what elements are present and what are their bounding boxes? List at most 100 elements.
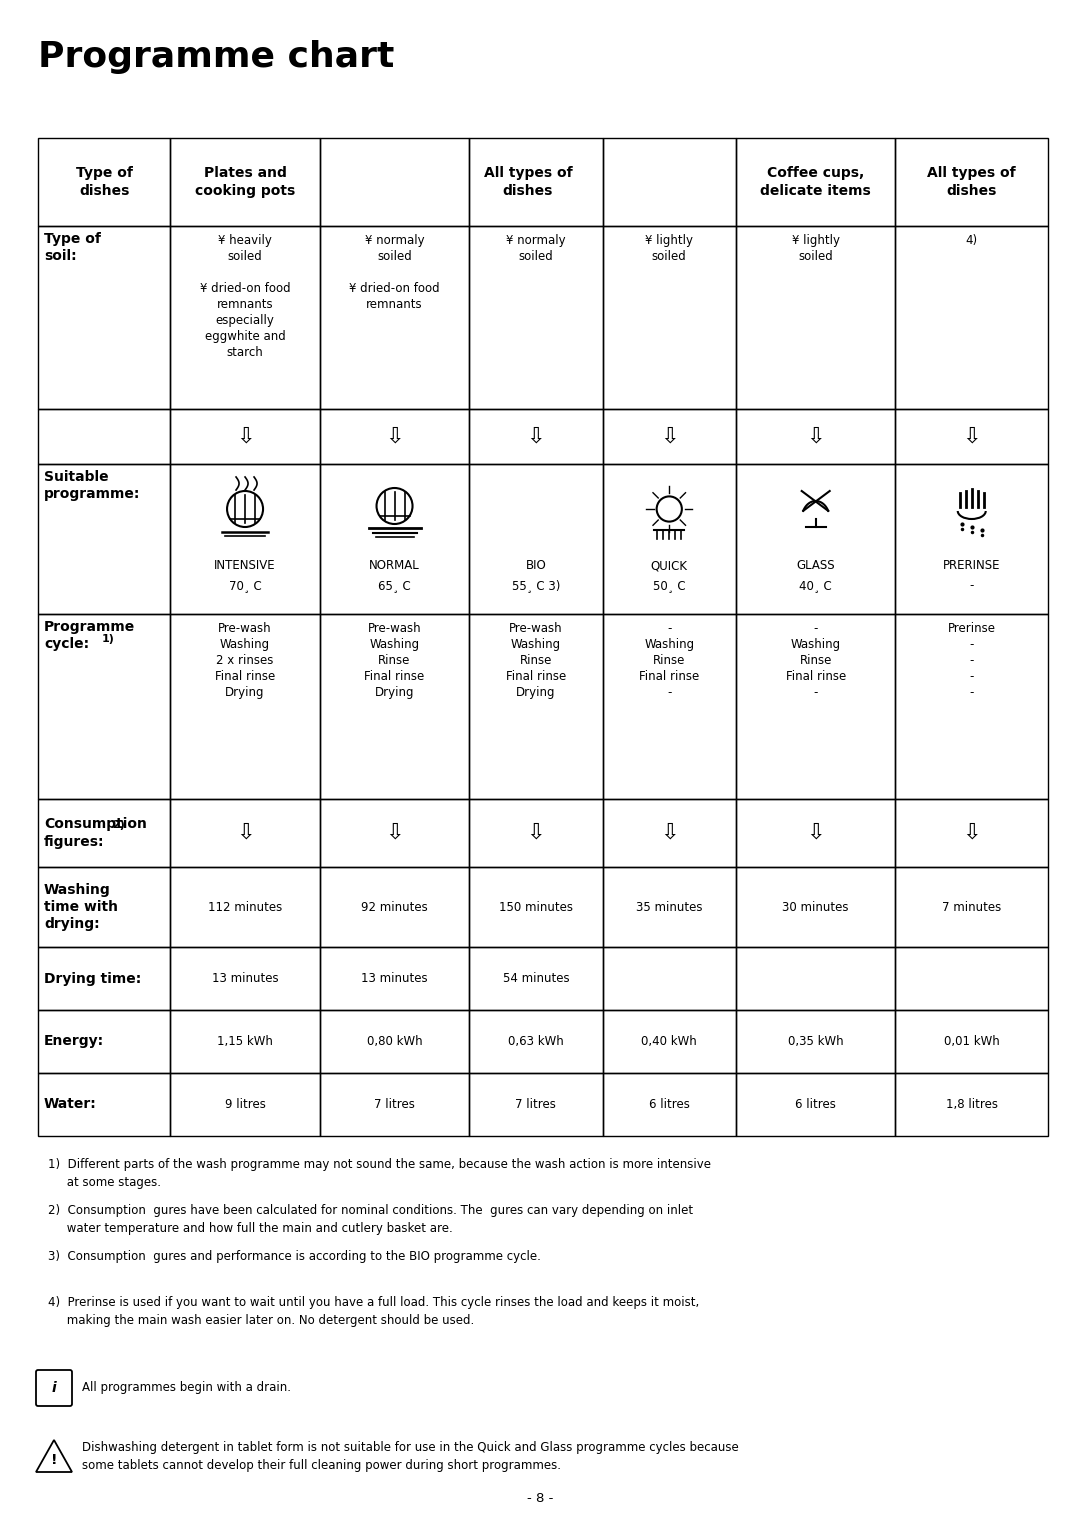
Text: All types of
dishes: All types of dishes <box>928 167 1016 197</box>
Text: Pre-wash
Washing
2 x rinses
Final rinse
Drying: Pre-wash Washing 2 x rinses Final rinse … <box>215 622 275 698</box>
Text: 4)  Prerinse is used if you want to wait until you have a full load. This cycle : 4) Prerinse is used if you want to wait … <box>48 1296 699 1326</box>
Bar <box>38 465 171 614</box>
Text: ⇩: ⇩ <box>386 824 404 843</box>
Text: 7 litres: 7 litres <box>515 1099 556 1111</box>
Bar <box>895 866 1048 947</box>
Bar <box>320 614 470 799</box>
Bar <box>171 799 320 866</box>
Text: Water:: Water: <box>44 1097 97 1111</box>
Bar <box>735 947 895 1010</box>
Text: 9 litres: 9 litres <box>225 1099 266 1111</box>
Text: 0,63 kWh: 0,63 kWh <box>508 1034 564 1048</box>
Bar <box>38 138 171 226</box>
Bar <box>603 1073 735 1135</box>
Text: All types of
dishes: All types of dishes <box>484 167 572 197</box>
Bar <box>470 226 603 410</box>
Text: 1): 1) <box>102 634 114 643</box>
Bar <box>38 226 171 410</box>
Text: Pre-wash
Washing
Rinse
Final rinse
Drying: Pre-wash Washing Rinse Final rinse Dryin… <box>505 622 566 698</box>
Text: !: ! <box>51 1453 57 1467</box>
Bar <box>320 799 470 866</box>
Bar <box>38 614 171 799</box>
Bar <box>603 947 735 1010</box>
Text: 30 minutes: 30 minutes <box>782 900 849 914</box>
Bar <box>171 947 320 1010</box>
Bar <box>895 465 1048 614</box>
Bar <box>603 1010 735 1073</box>
Bar <box>171 866 320 947</box>
Bar <box>320 866 470 947</box>
Text: Programme chart: Programme chart <box>38 40 394 73</box>
Bar <box>603 410 735 465</box>
Bar <box>320 1010 470 1073</box>
Bar <box>171 138 320 226</box>
Text: Prerinse
-
-
-
-: Prerinse - - - - <box>948 622 996 698</box>
Text: 50¸ C: 50¸ C <box>653 579 686 591</box>
Text: 40¸ C: 40¸ C <box>799 579 832 591</box>
Bar <box>320 410 470 465</box>
Text: ¥ heavily
soiled

¥ dried-on food
remnants
especially
eggwhite and
starch: ¥ heavily soiled ¥ dried-on food remnant… <box>200 234 291 359</box>
Text: 3)  Consumption  gures and performance is according to the BIO programme cycle.: 3) Consumption gures and performance is … <box>48 1250 541 1264</box>
Bar <box>171 410 320 465</box>
Text: 112 minutes: 112 minutes <box>208 900 282 914</box>
Text: BIO: BIO <box>526 559 546 571</box>
Text: 13 minutes: 13 minutes <box>361 972 428 986</box>
Bar <box>171 1010 320 1073</box>
Bar <box>735 138 895 226</box>
Text: 0,35 kWh: 0,35 kWh <box>788 1034 843 1048</box>
Text: 7 litres: 7 litres <box>374 1099 415 1111</box>
Text: 65¸ C: 65¸ C <box>378 579 410 591</box>
Bar <box>470 799 603 866</box>
Bar <box>735 410 895 465</box>
Bar <box>735 226 895 410</box>
Text: Coffee cups,
delicate items: Coffee cups, delicate items <box>760 167 872 197</box>
Text: ¥ normaly
soiled: ¥ normaly soiled <box>507 234 566 263</box>
Bar <box>470 947 603 1010</box>
Bar <box>895 138 1048 226</box>
Bar <box>470 465 603 614</box>
Bar <box>470 1073 603 1135</box>
Text: ⇩: ⇩ <box>807 426 825 446</box>
Text: 4): 4) <box>966 234 977 248</box>
Text: Consumption
figures:: Consumption figures: <box>44 817 147 848</box>
Bar <box>895 799 1048 866</box>
Text: 6 litres: 6 litres <box>649 1099 690 1111</box>
Text: ⇩: ⇩ <box>527 426 545 446</box>
Bar <box>171 614 320 799</box>
Text: ⇩: ⇩ <box>235 824 255 843</box>
Text: 0,01 kWh: 0,01 kWh <box>944 1034 1000 1048</box>
Bar <box>320 138 470 226</box>
Text: i: i <box>52 1381 56 1395</box>
Text: 0,40 kWh: 0,40 kWh <box>642 1034 697 1048</box>
Text: 70¸ C: 70¸ C <box>229 579 261 591</box>
Text: 92 minutes: 92 minutes <box>361 900 428 914</box>
Text: Pre-wash
Washing
Rinse
Final rinse
Drying: Pre-wash Washing Rinse Final rinse Dryin… <box>364 622 424 698</box>
Bar <box>38 1010 171 1073</box>
Text: Type of
soil:: Type of soil: <box>44 232 100 263</box>
Text: 54 minutes: 54 minutes <box>502 972 569 986</box>
Text: 6 litres: 6 litres <box>795 1099 836 1111</box>
Text: ¥ lightly
soiled: ¥ lightly soiled <box>792 234 839 263</box>
Text: 150 minutes: 150 minutes <box>499 900 572 914</box>
Text: 1,15 kWh: 1,15 kWh <box>217 1034 273 1048</box>
Text: ⇩: ⇩ <box>527 824 545 843</box>
Bar <box>320 226 470 410</box>
Bar <box>895 226 1048 410</box>
Text: ⇩: ⇩ <box>235 426 255 446</box>
Text: NORMAL: NORMAL <box>369 559 420 571</box>
Text: QUICK: QUICK <box>651 559 688 571</box>
Text: ⇩: ⇩ <box>962 426 981 446</box>
Text: PRERINSE: PRERINSE <box>943 559 1000 571</box>
Text: Washing
time with
drying:: Washing time with drying: <box>44 883 118 931</box>
Bar <box>735 799 895 866</box>
Bar <box>735 465 895 614</box>
Text: Type of
dishes: Type of dishes <box>76 167 133 197</box>
Text: GLASS: GLASS <box>796 559 835 571</box>
Bar <box>171 226 320 410</box>
Text: - 8 -: - 8 - <box>527 1491 553 1505</box>
Text: ⇩: ⇩ <box>660 426 678 446</box>
Bar <box>38 799 171 866</box>
Bar <box>320 947 470 1010</box>
Bar <box>895 1010 1048 1073</box>
Text: All programmes begin with a drain.: All programmes begin with a drain. <box>82 1381 291 1395</box>
